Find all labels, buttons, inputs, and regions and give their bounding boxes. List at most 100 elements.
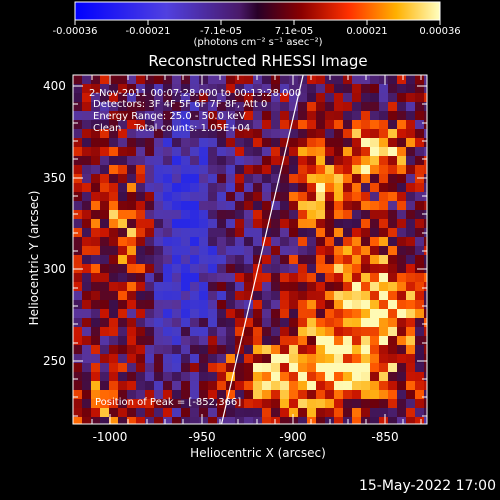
heatmap-cell [145,390,154,399]
heatmap-cell [271,237,280,246]
heatmap-cell [109,255,118,264]
heatmap-cell [334,372,343,381]
heatmap-cell [253,399,262,408]
heatmap-cell [154,282,163,291]
heatmap-cell [334,138,343,147]
heatmap-cell [217,228,226,237]
heatmap-cell [118,363,127,372]
heatmap-cell [118,165,127,174]
heatmap-cell [154,237,163,246]
heatmap-cell [154,345,163,354]
heatmap-cell [154,264,163,273]
heatmap-cell [100,201,109,210]
heatmap-cell [199,192,208,201]
heatmap-cell [226,417,235,424]
clean-counts-text: Clean Total counts: 1.05E+04 [93,123,251,134]
heatmap-cell [388,345,397,354]
heatmap-cell [271,93,280,102]
heatmap-cell [199,390,208,399]
heatmap-cell [361,129,370,138]
heatmap-cell [118,210,127,219]
heatmap-cell [100,336,109,345]
heatmap-cell [316,372,325,381]
heatmap-cell [172,273,181,282]
heatmap-cell [316,273,325,282]
heatmap-cell [235,318,244,327]
heatmap-cell [136,120,145,129]
heatmap-cell [397,300,406,309]
heatmap-cell [235,75,244,84]
heatmap-cell [127,354,136,363]
heatmap-cell [100,156,109,165]
heatmap-cell [244,354,253,363]
heatmap-cell [172,255,181,264]
heatmap-cell [415,93,424,102]
heatmap-cell [298,390,307,399]
heatmap-cell [136,417,145,424]
heatmap-cell [316,246,325,255]
heatmap-cell [172,111,181,120]
heatmap-cell [154,102,163,111]
heatmap-cell [163,84,172,93]
heatmap-cell [289,273,298,282]
heatmap-cell [199,381,208,390]
heatmap-cell [244,390,253,399]
heatmap-cell [136,219,145,228]
heatmap-cell [109,156,118,165]
heatmap-cell [145,399,154,408]
heatmap-cell [424,417,427,424]
heatmap-cell [262,372,271,381]
heatmap-cell [73,183,82,192]
heatmap-cell [154,300,163,309]
heatmap-cell [388,390,397,399]
heatmap-cell [190,282,199,291]
heatmap-cell [199,75,208,84]
heatmap-cell [100,93,109,102]
heatmap-cell [361,138,370,147]
heatmap-cell [82,354,91,363]
heatmap-cell [217,264,226,273]
heatmap-cell [316,291,325,300]
heatmap-cell [109,336,118,345]
heatmap-cell [388,246,397,255]
heatmap-cell [406,201,415,210]
heatmap-cell [352,228,361,237]
heatmap-cell [361,354,370,363]
heatmap-cell [163,363,172,372]
heatmap-cell [388,228,397,237]
heatmap-cell [406,147,415,156]
heatmap-cell [253,138,262,147]
heatmap-cell [280,363,289,372]
heatmap-cell [424,399,427,408]
heatmap-cell [73,327,82,336]
heatmap-cell [100,210,109,219]
heatmap-cell [424,102,427,111]
heatmap-cell [226,192,235,201]
heatmap-cell [352,273,361,282]
heatmap-cell [415,417,424,424]
heatmap-cell [145,264,154,273]
heatmap-cell [352,246,361,255]
heatmap-cell [343,255,352,264]
heatmap-cell [388,255,397,264]
heatmap-cell [325,165,334,174]
heatmap-cell [388,300,397,309]
heatmap-cell [271,363,280,372]
heatmap-cell [217,318,226,327]
heatmap-cell [280,75,289,84]
heatmap-cell [172,390,181,399]
heatmap-cell [91,372,100,381]
heatmap-cell [289,408,298,417]
heatmap-cell [406,399,415,408]
heatmap-cell [73,93,82,102]
heatmap-cell [145,84,154,93]
heatmap-cell [172,318,181,327]
heatmap-cell [262,237,271,246]
heatmap-cell [73,75,82,84]
heatmap-cell [199,129,208,138]
heatmap-cell [415,111,424,120]
heatmap-cell [100,174,109,183]
heatmap-cell [244,408,253,417]
heatmap-cell [235,273,244,282]
heatmap-cell [406,93,415,102]
